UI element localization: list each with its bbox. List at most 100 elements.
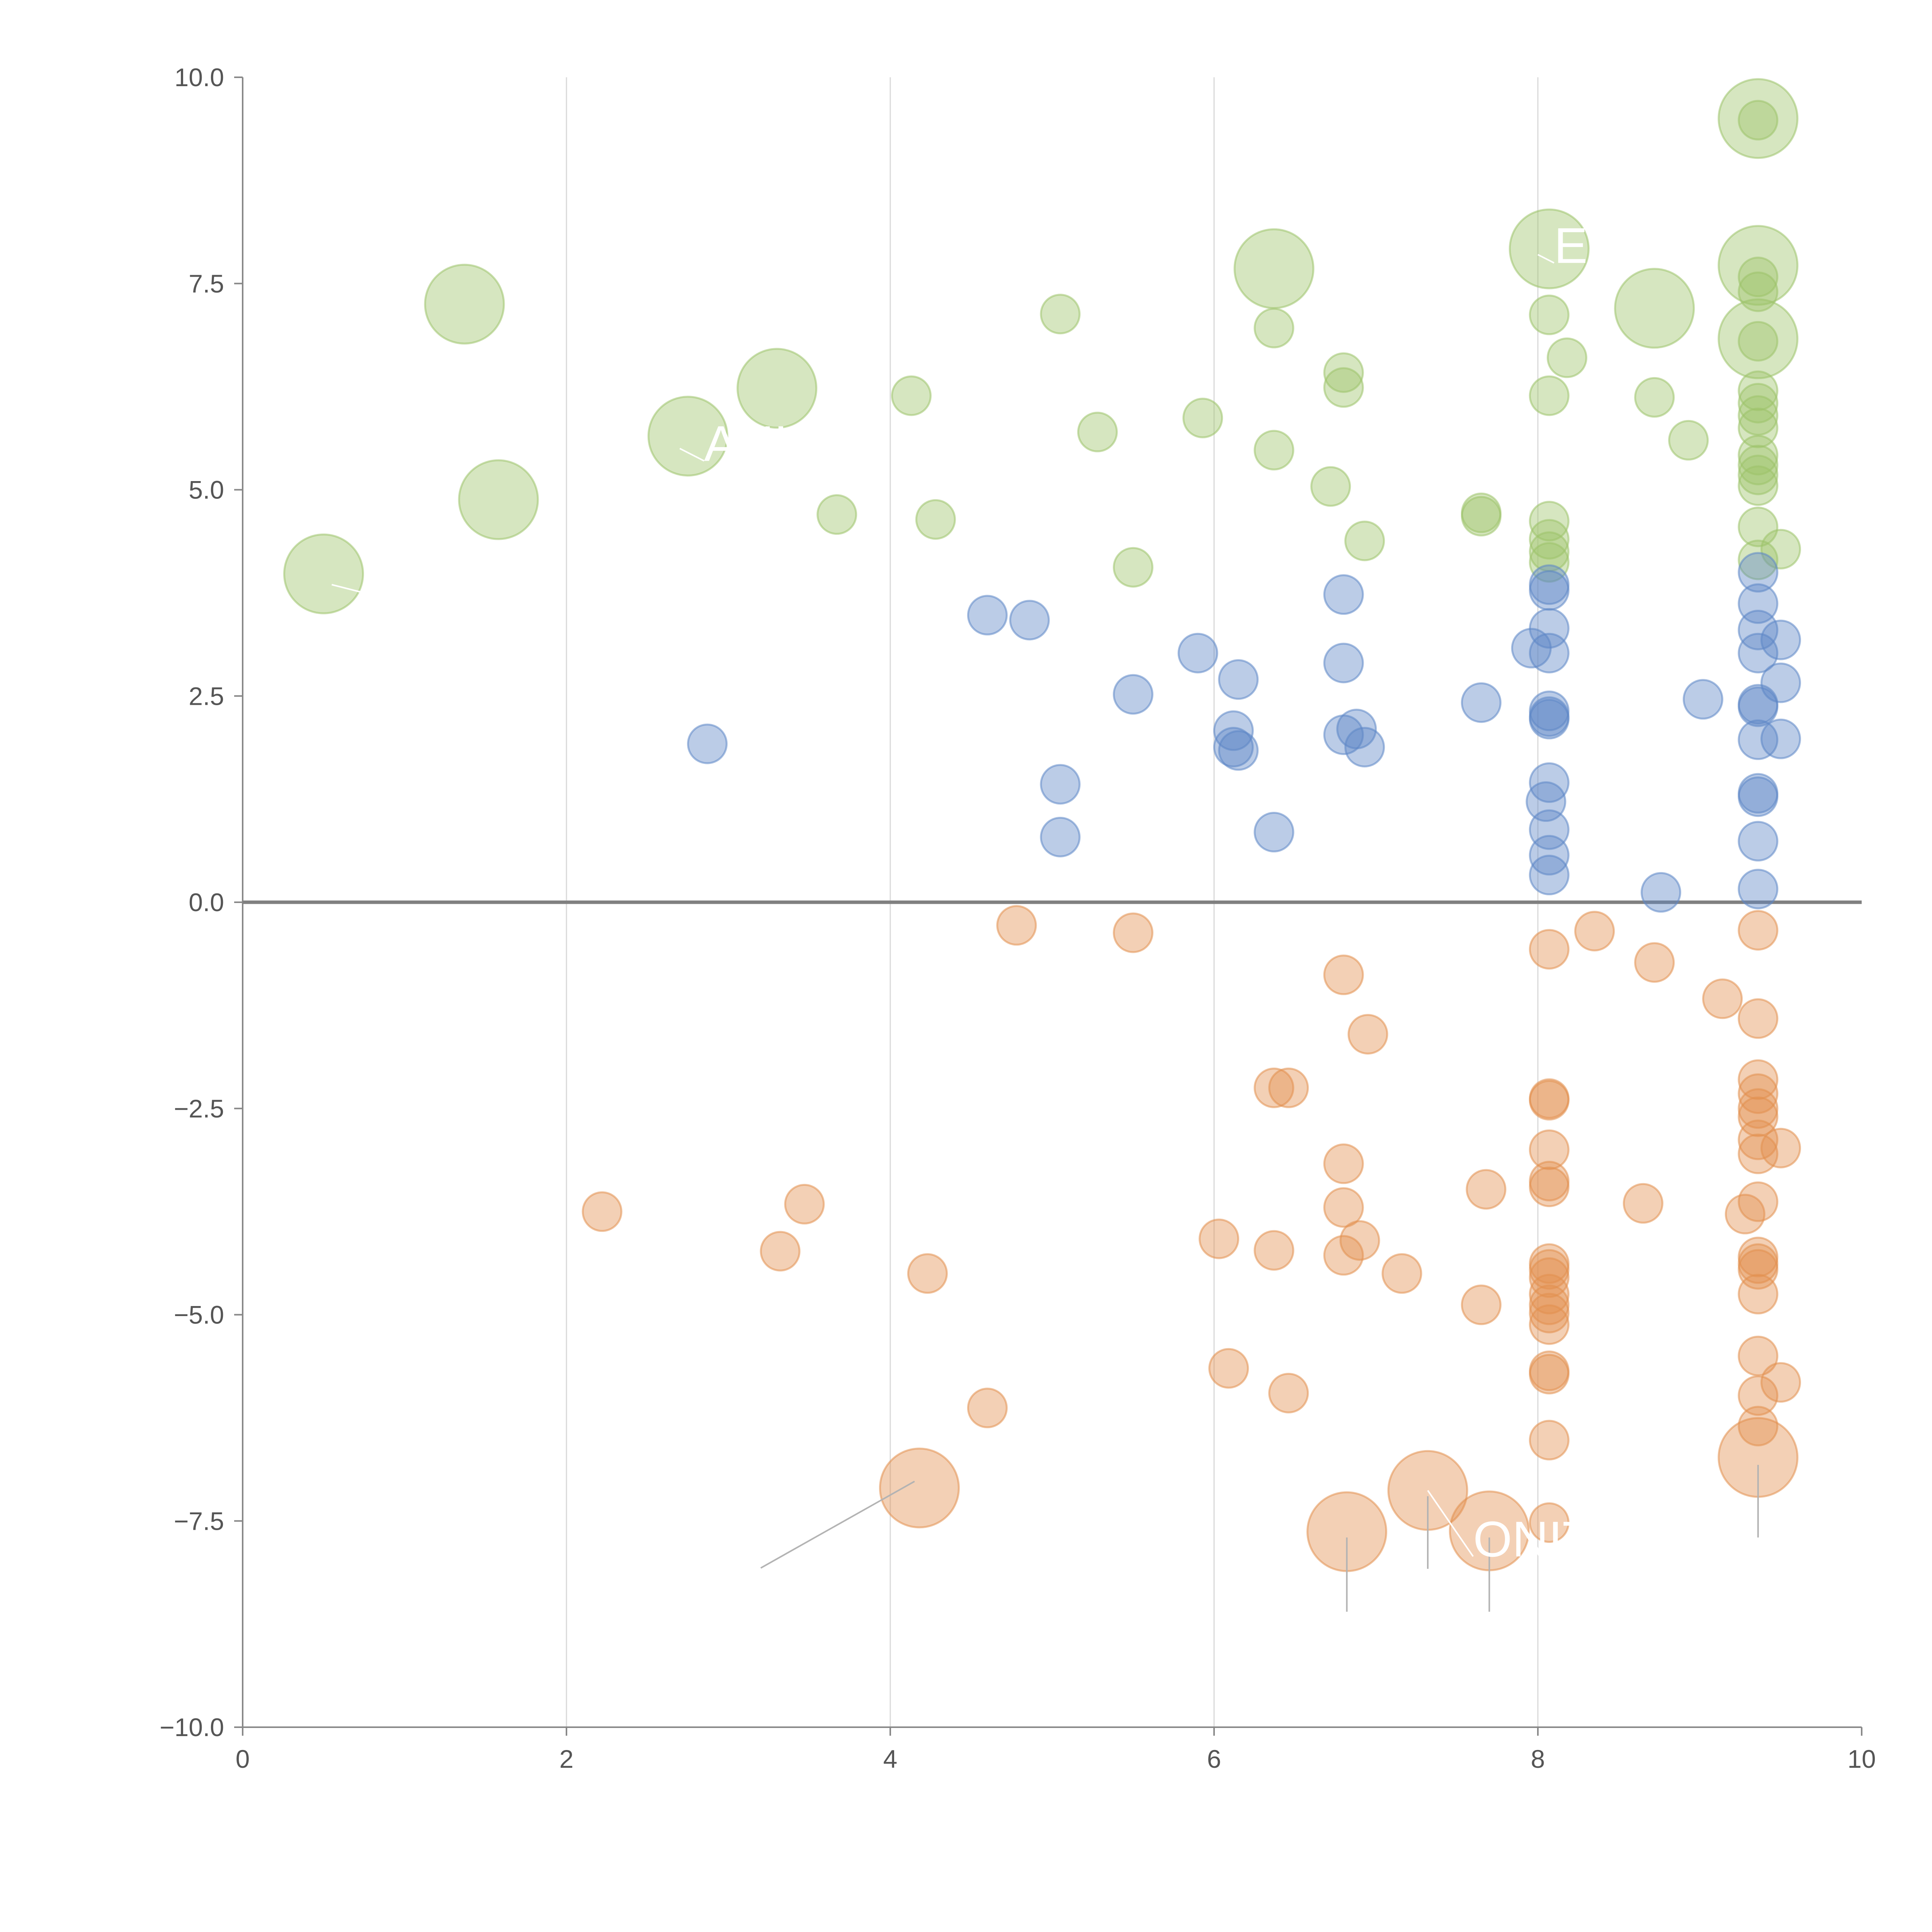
bubble-point-blue (1738, 609, 1779, 650)
x-tick-label: 8 (1531, 1745, 1545, 1773)
bubble-point-green (1113, 547, 1153, 588)
bubble-point-blue (1529, 608, 1570, 649)
bubble-point-green (891, 375, 932, 416)
bubble-point-orange (1208, 1348, 1249, 1389)
bubble-point-green (1738, 383, 1779, 423)
bubble-point-green (915, 499, 956, 540)
bubble-label: ANI (704, 415, 788, 472)
bubble-point-blue (1529, 699, 1570, 740)
bubble-point-green (1529, 501, 1570, 542)
bubble-point-orange (1253, 1230, 1294, 1271)
bubble-point-green (1253, 430, 1294, 471)
leader-line (760, 1481, 915, 1569)
y-tick-label: −10.0 (160, 1713, 224, 1742)
bubble-point-blue (1738, 776, 1779, 817)
bubble-point-blue (1738, 719, 1779, 760)
bubble-point-orange (1738, 1059, 1779, 1100)
bubble-point-orange (1574, 911, 1615, 952)
bubble-point-blue (1218, 659, 1259, 700)
bubble-point-green (1509, 208, 1590, 289)
bubble-point-blue (1738, 552, 1779, 593)
bubble-point-orange (1529, 1502, 1570, 1543)
bubble-point-orange (1268, 1372, 1309, 1413)
leader-lines (760, 1465, 1759, 1612)
bubble-point-blue (1009, 600, 1050, 641)
bubble-point-green (1738, 465, 1779, 506)
tick-labels: 0 2 4 6 8 10 −10.0 −7.5 −5.0 −2.5 0.0 2.5 5.0 7.5 10.0 (160, 63, 1876, 1773)
y-tick-label: 0.0 (189, 888, 224, 917)
bubble-point-orange (1529, 1304, 1570, 1345)
bubble-point-orange (1323, 1187, 1364, 1228)
bubble-point-green (1738, 370, 1779, 411)
x-tick-label: 4 (883, 1745, 898, 1773)
series-blue (687, 552, 1801, 913)
bubble-point-blue (1529, 570, 1570, 611)
bubble-point-blue (1213, 710, 1254, 751)
bubble-point-orange (1529, 929, 1570, 970)
bubble-point-orange (1529, 1293, 1570, 1333)
bubble-point-green (1738, 444, 1779, 485)
bubble-point-orange (1634, 942, 1675, 983)
bubble-point-orange (1323, 1235, 1364, 1276)
bubble-point-orange (784, 1184, 825, 1225)
bubble-point-orange (1347, 1014, 1388, 1055)
bubble-point-orange (1702, 978, 1743, 1019)
bubble-point-orange (1738, 1249, 1779, 1290)
bubble-point-green (1738, 507, 1779, 548)
bubble-point-green (1461, 496, 1502, 537)
bubble-point-blue (1323, 643, 1364, 684)
bubble-point-green (1529, 519, 1570, 560)
bubble-point-green (458, 459, 539, 540)
bubble-point-blue (1218, 730, 1259, 771)
bubble-point-green (1323, 352, 1364, 393)
bubble-point-orange (1323, 1143, 1364, 1184)
bubble-point-orange (1253, 1067, 1294, 1108)
bubble-point-green (1323, 367, 1364, 408)
bubble-point-orange (1725, 1194, 1765, 1235)
bubble-point-orange (1738, 910, 1779, 951)
bubbles (283, 78, 1801, 1572)
bubble-point-orange (996, 905, 1037, 946)
x-tick-label: 10 (1847, 1745, 1876, 1773)
bubble-point-orange (1268, 1067, 1309, 1108)
bubble-point-green (1344, 520, 1385, 561)
bubble-point-green (1546, 337, 1587, 378)
bubble-point-green (1738, 257, 1779, 298)
bubble-label: E (1554, 217, 1588, 274)
bubble-point-orange (1529, 1129, 1570, 1170)
bubble-point-blue (1040, 764, 1081, 805)
label-leader (1427, 1490, 1474, 1557)
label-leader (1537, 254, 1554, 264)
bubble-point-blue (1344, 727, 1385, 768)
bubble-point-orange (1323, 954, 1364, 995)
bubble-point-green (1077, 412, 1118, 452)
bubble-point-orange (1529, 1167, 1570, 1208)
bubble-point-blue (1640, 872, 1681, 913)
bubble-point-blue (687, 723, 728, 764)
bubble-point-green (1738, 454, 1779, 495)
x-tick-label: 0 (236, 1745, 250, 1773)
bubble-point-orange (1466, 1169, 1507, 1210)
bubble-point-blue (1760, 662, 1801, 703)
bubble-point-green (647, 396, 728, 477)
x-tick-label: 6 (1207, 1745, 1221, 1773)
bubble-point-green (1738, 100, 1779, 141)
bubble-point-orange (582, 1191, 622, 1232)
bubble-point-green (1718, 78, 1799, 159)
bubble-point-green (1634, 377, 1675, 418)
bubble-point-blue (1461, 682, 1502, 723)
bubble-point-green (1253, 308, 1294, 349)
bubble-point-orange (1738, 1375, 1779, 1416)
bubble-point-green (1614, 268, 1695, 349)
bubble-point-blue (967, 595, 1008, 636)
bubble-point-green (1529, 294, 1570, 335)
bubble-point-orange (760, 1231, 801, 1272)
bubble-point-blue (1113, 674, 1153, 715)
bubble-point-blue (1738, 633, 1779, 673)
bubble-point-green (1668, 420, 1709, 461)
bubble-point-green (1738, 539, 1779, 580)
bubble-point-orange (879, 1447, 960, 1529)
bubble-point-orange (1738, 1181, 1779, 1222)
bubble-point-orange (1339, 1220, 1380, 1261)
series-orange (582, 905, 1801, 1572)
